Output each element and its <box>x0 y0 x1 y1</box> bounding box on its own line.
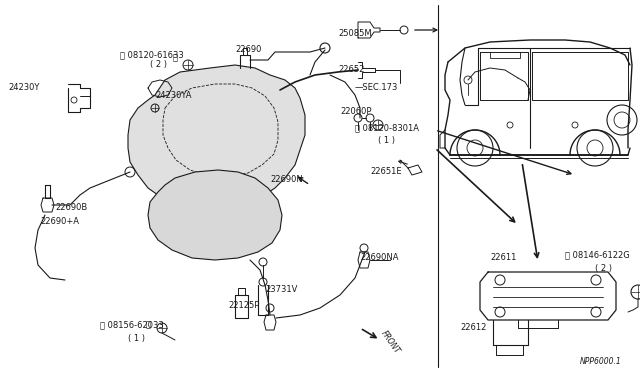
Text: 22060P: 22060P <box>340 108 371 116</box>
Polygon shape <box>128 65 305 212</box>
Text: ( 1 ): ( 1 ) <box>128 334 145 343</box>
Text: 22612: 22612 <box>460 324 486 333</box>
Text: 22690N: 22690N <box>270 176 303 185</box>
Text: NPP6000.1: NPP6000.1 <box>580 357 621 366</box>
Text: 24230Y: 24230Y <box>8 83 40 93</box>
Circle shape <box>320 43 330 53</box>
Text: 25085M: 25085M <box>338 29 372 38</box>
Text: Ⓑ 08146-6122G: Ⓑ 08146-6122G <box>565 250 630 260</box>
Text: 22690B: 22690B <box>55 203 87 212</box>
Text: Ⓑ 08120-61633: Ⓑ 08120-61633 <box>120 51 184 60</box>
Text: 23731V: 23731V <box>265 285 298 295</box>
Text: FRONT: FRONT <box>379 329 401 355</box>
Text: Ⓑ: Ⓑ <box>173 54 177 62</box>
Text: 22690NA: 22690NA <box>360 253 399 263</box>
Text: Ⓑ 08156-62033: Ⓑ 08156-62033 <box>100 321 164 330</box>
Text: ( 2 ): ( 2 ) <box>150 61 167 70</box>
Text: 22690+A: 22690+A <box>40 218 79 227</box>
Text: 22690: 22690 <box>235 45 261 55</box>
Text: ( 2 ): ( 2 ) <box>595 263 612 273</box>
Polygon shape <box>148 170 282 260</box>
Text: Ⓑ: Ⓑ <box>145 321 150 330</box>
Text: 24230YA: 24230YA <box>155 90 191 99</box>
Text: ( 1 ): ( 1 ) <box>378 135 395 144</box>
Text: 22125P: 22125P <box>228 301 259 310</box>
Text: 22652: 22652 <box>338 65 364 74</box>
Text: 22611: 22611 <box>490 253 516 263</box>
Text: —SEC.173: —SEC.173 <box>355 83 398 93</box>
Text: 22651E: 22651E <box>370 167 402 176</box>
Text: Ⓑ 08120-8301A: Ⓑ 08120-8301A <box>355 124 419 132</box>
